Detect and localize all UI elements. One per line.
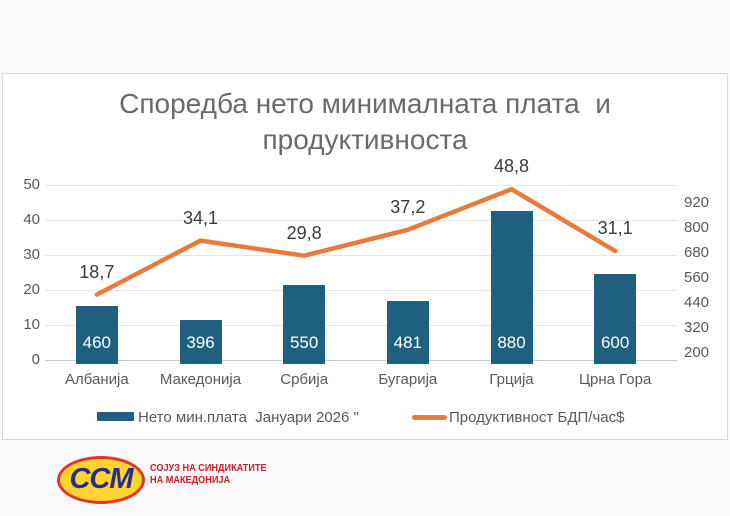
gridline	[45, 185, 677, 186]
bar-value-label: 600	[600, 333, 630, 352]
line-point-label: 31,1	[597, 218, 633, 239]
chart-title-line1: Споредба нето минималната плата и	[119, 88, 611, 119]
bar-value-label: 481	[393, 333, 423, 352]
bar	[386, 300, 429, 364]
gridline	[45, 255, 677, 256]
right-axis-tick: 440	[684, 294, 710, 311]
left-axis-tick: 50	[23, 176, 40, 193]
ssm-logo-ellipse: ССМ	[57, 456, 145, 504]
x-axis-label: Бугарија	[378, 371, 438, 388]
line-point-label: 48,8	[493, 156, 530, 177]
x-axis-label: Грција	[489, 371, 534, 388]
left-axis-tick: 10	[23, 316, 40, 333]
logo-acronym: ССМ	[69, 462, 133, 495]
gridline	[45, 360, 677, 361]
line-point-label: 18,7	[79, 261, 115, 282]
left-axis-tick: 0	[31, 351, 40, 368]
bar	[179, 319, 222, 364]
legend-line-swatch	[412, 415, 447, 420]
logo-org-line2: НА МАКЕДОНИЈА	[150, 474, 231, 486]
x-axis-label: Србија	[280, 371, 329, 388]
legend-bar-label: Нето мин.плата Јануари 2026 "	[138, 409, 359, 426]
gridline	[45, 290, 677, 291]
right-axis-tick: 800	[684, 219, 710, 236]
chart-title: Споредба нето минималната плата и продук…	[0, 86, 730, 158]
left-axis-tick: 40	[23, 211, 40, 228]
left-axis-tick: 30	[23, 246, 40, 263]
bar	[75, 305, 118, 364]
logo-org-name: СОЈУЗ НА СИНДИКАТИТЕ НА МАКЕДОНИЈА	[150, 462, 284, 486]
gridline	[45, 325, 677, 326]
bar-value-label: 460	[82, 333, 112, 352]
right-axis-tick: 920	[684, 194, 710, 211]
right-axis-tick: 680	[684, 244, 710, 261]
x-axis-label: Македонија	[159, 371, 242, 388]
x-axis-label: Црна Гора	[578, 371, 652, 388]
bar	[283, 285, 326, 364]
legend-line-label: Продуктивност БДП/час$	[449, 409, 625, 426]
line-point-label: 37,2	[390, 196, 426, 217]
logo-org-line1: СОЈУЗ НА СИНДИКАТИТЕ	[150, 462, 267, 474]
line-point-label: 29,8	[286, 222, 322, 243]
chart-title-line2: продуктивноста	[262, 124, 468, 155]
bar-value-label: 880	[497, 333, 526, 352]
bar-value-label: 550	[289, 333, 319, 352]
right-axis-tick: 200	[684, 344, 710, 361]
gridline	[45, 220, 677, 221]
right-axis-tick: 320	[684, 319, 710, 336]
left-axis-tick: 20	[23, 281, 40, 298]
right-axis-tick: 560	[684, 269, 710, 286]
legend-bar-swatch	[97, 412, 134, 421]
bar-value-label: 396	[186, 333, 215, 352]
x-axis-label: Албанија	[64, 371, 129, 388]
line-point-label: 34,1	[182, 207, 219, 228]
